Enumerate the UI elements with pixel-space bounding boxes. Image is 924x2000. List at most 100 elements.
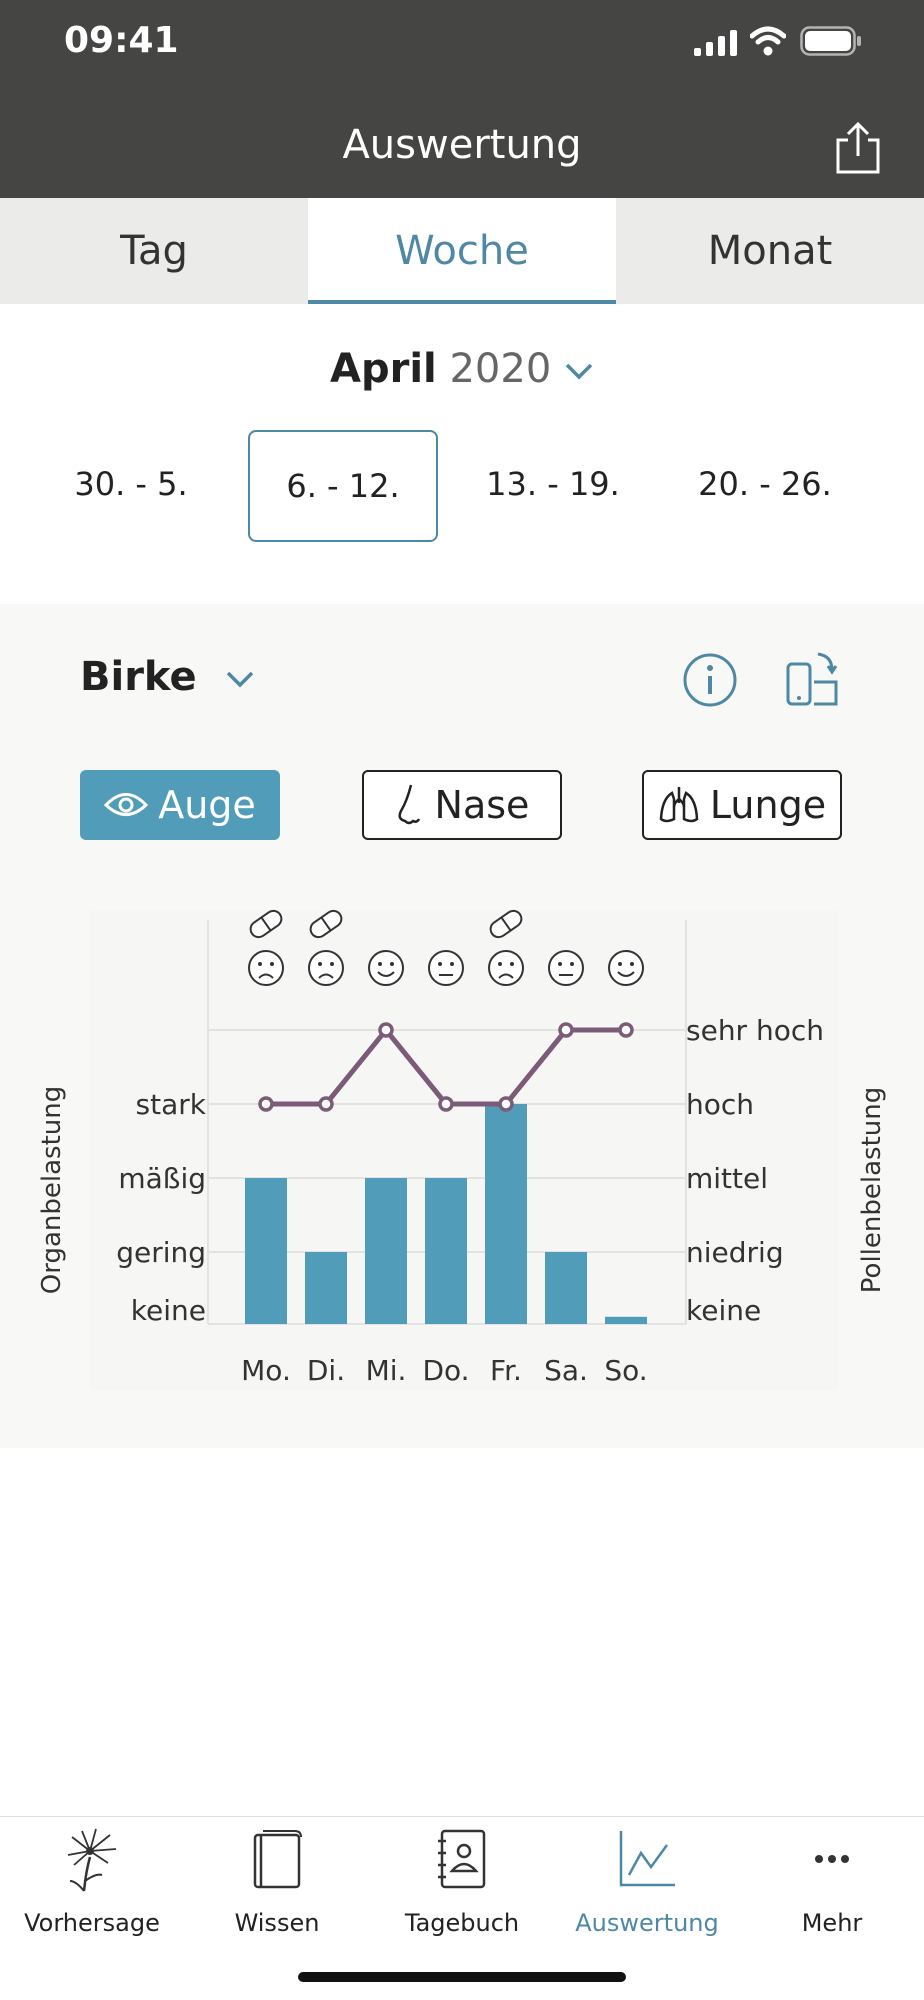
rotate-device-icon[interactable] (784, 650, 840, 710)
bar (545, 1252, 587, 1324)
line-point (618, 1022, 634, 1038)
page-title: Auswertung (342, 122, 582, 168)
allergen-selector[interactable]: Birke (80, 654, 255, 700)
face-outline (368, 950, 404, 986)
face-mouth (318, 973, 334, 979)
organ-label: Nase (434, 783, 530, 827)
eye-icon (104, 793, 149, 816)
line-point (498, 1096, 514, 1112)
battery-icon (800, 26, 861, 56)
happy-face-icon (608, 950, 644, 986)
week-selector: 30. - 5. 6. - 12. 13. - 19. 20. - 26. (0, 430, 924, 542)
pill-icon (249, 909, 283, 939)
x-tick-label: Mo. (241, 1354, 291, 1387)
week-item[interactable]: 13. - 19. (486, 465, 620, 503)
left-tick-label: mäßig (118, 1162, 206, 1195)
face-eye (450, 962, 454, 966)
face-outline (608, 950, 644, 986)
organ-label: Auge (158, 783, 256, 827)
face-mouth (258, 973, 274, 979)
x-tick-label: Fr. (490, 1354, 522, 1387)
nav-label: Wissen (234, 1909, 320, 1937)
week-item[interactable]: 20. - 26. (698, 465, 832, 503)
face-outline (548, 950, 584, 986)
weekly-chart: keine gering mäßig stark keine niedrig mittel h… (37, 909, 887, 1390)
analysis-panel: Birke Auge Nase Lunge keine (0, 604, 924, 1448)
left-tick-label: gering (116, 1236, 206, 1269)
face-mouth (617, 971, 635, 977)
tab-tag[interactable]: Tag (120, 228, 188, 274)
right-tick-label: mittel (686, 1162, 768, 1195)
face-eye (498, 962, 502, 966)
happy-face-icon (368, 950, 404, 986)
right-tick-label: sehr hoch (686, 1014, 824, 1047)
organ-label: Lunge (709, 783, 827, 827)
organ-button-auge[interactable]: Auge (80, 770, 280, 840)
left-tick-label: stark (136, 1088, 207, 1121)
face-eye (318, 962, 322, 966)
face-outline (428, 950, 464, 986)
face-outline (308, 950, 344, 986)
face-eye (630, 962, 634, 966)
bar (245, 1178, 287, 1324)
x-tick-label: Mi. (366, 1354, 407, 1387)
app-header: Auswertung (0, 94, 924, 198)
face-mouth (498, 973, 514, 979)
sad-face-icon (488, 950, 524, 986)
sad-face-icon (248, 950, 284, 986)
x-tick-label: So. (604, 1354, 647, 1387)
month-selector[interactable]: April 2020 (0, 346, 924, 392)
bar (485, 1104, 527, 1324)
neutral-face-icon (548, 950, 584, 986)
week-item[interactable]: 30. - 5. (74, 465, 188, 503)
month-label: April (330, 346, 437, 392)
right-axis-title: Pollenbelastung (857, 1087, 887, 1293)
signal-icon (694, 30, 737, 56)
face-eye (330, 962, 334, 966)
more-icon (815, 1855, 849, 1863)
chevron-down-icon (226, 671, 253, 688)
chart-icon (619, 1831, 675, 1887)
face-eye (510, 962, 514, 966)
face-eye (378, 962, 382, 966)
nav-label: Mehr (801, 1909, 863, 1937)
face-eye (618, 962, 622, 966)
period-tabs: Tag Woche Monat (0, 198, 924, 304)
line-point (378, 1022, 394, 1038)
wifi-icon (750, 26, 786, 56)
nav-label: Auswertung (575, 1909, 719, 1937)
bar (365, 1178, 407, 1324)
right-tick-label: hoch (686, 1088, 754, 1121)
pill-divider (320, 916, 332, 932)
line-point (258, 1096, 274, 1112)
face-outline (488, 950, 524, 986)
nav-label: Tagebuch (404, 1909, 520, 1937)
face-mouth (377, 971, 395, 977)
neutral-face-icon (428, 950, 464, 986)
left-tick-label: keine (131, 1294, 206, 1327)
lungs-icon (659, 787, 699, 823)
week-item-selected[interactable]: 6. - 12. (248, 430, 438, 542)
year-label: 2020 (449, 346, 552, 392)
dandelion-icon (67, 1828, 117, 1892)
x-tick-label: Sa. (544, 1354, 588, 1387)
pill-divider (500, 916, 512, 932)
home-indicator (298, 1972, 626, 1982)
tab-monat[interactable]: Monat (707, 228, 833, 274)
organ-button-lunge[interactable]: Lunge (642, 770, 842, 840)
book-icon (253, 1830, 302, 1889)
bottom-nav: Vorhersage Wissen Tagebuch Auswertung Me… (0, 1816, 924, 1967)
face-eye (438, 962, 442, 966)
tab-woche[interactable]: Woche (308, 198, 616, 304)
diary-icon (438, 1829, 486, 1889)
info-icon[interactable] (682, 652, 738, 708)
face-eye (270, 962, 274, 966)
x-tick-label: Di. (307, 1354, 345, 1387)
face-eye (570, 962, 574, 966)
share-icon[interactable] (830, 120, 886, 176)
face-outline (248, 950, 284, 986)
x-tick-label: Do. (422, 1354, 469, 1387)
sad-face-icon (308, 950, 344, 986)
chevron-down-icon (565, 363, 593, 380)
organ-button-nase[interactable]: Nase (362, 770, 562, 840)
